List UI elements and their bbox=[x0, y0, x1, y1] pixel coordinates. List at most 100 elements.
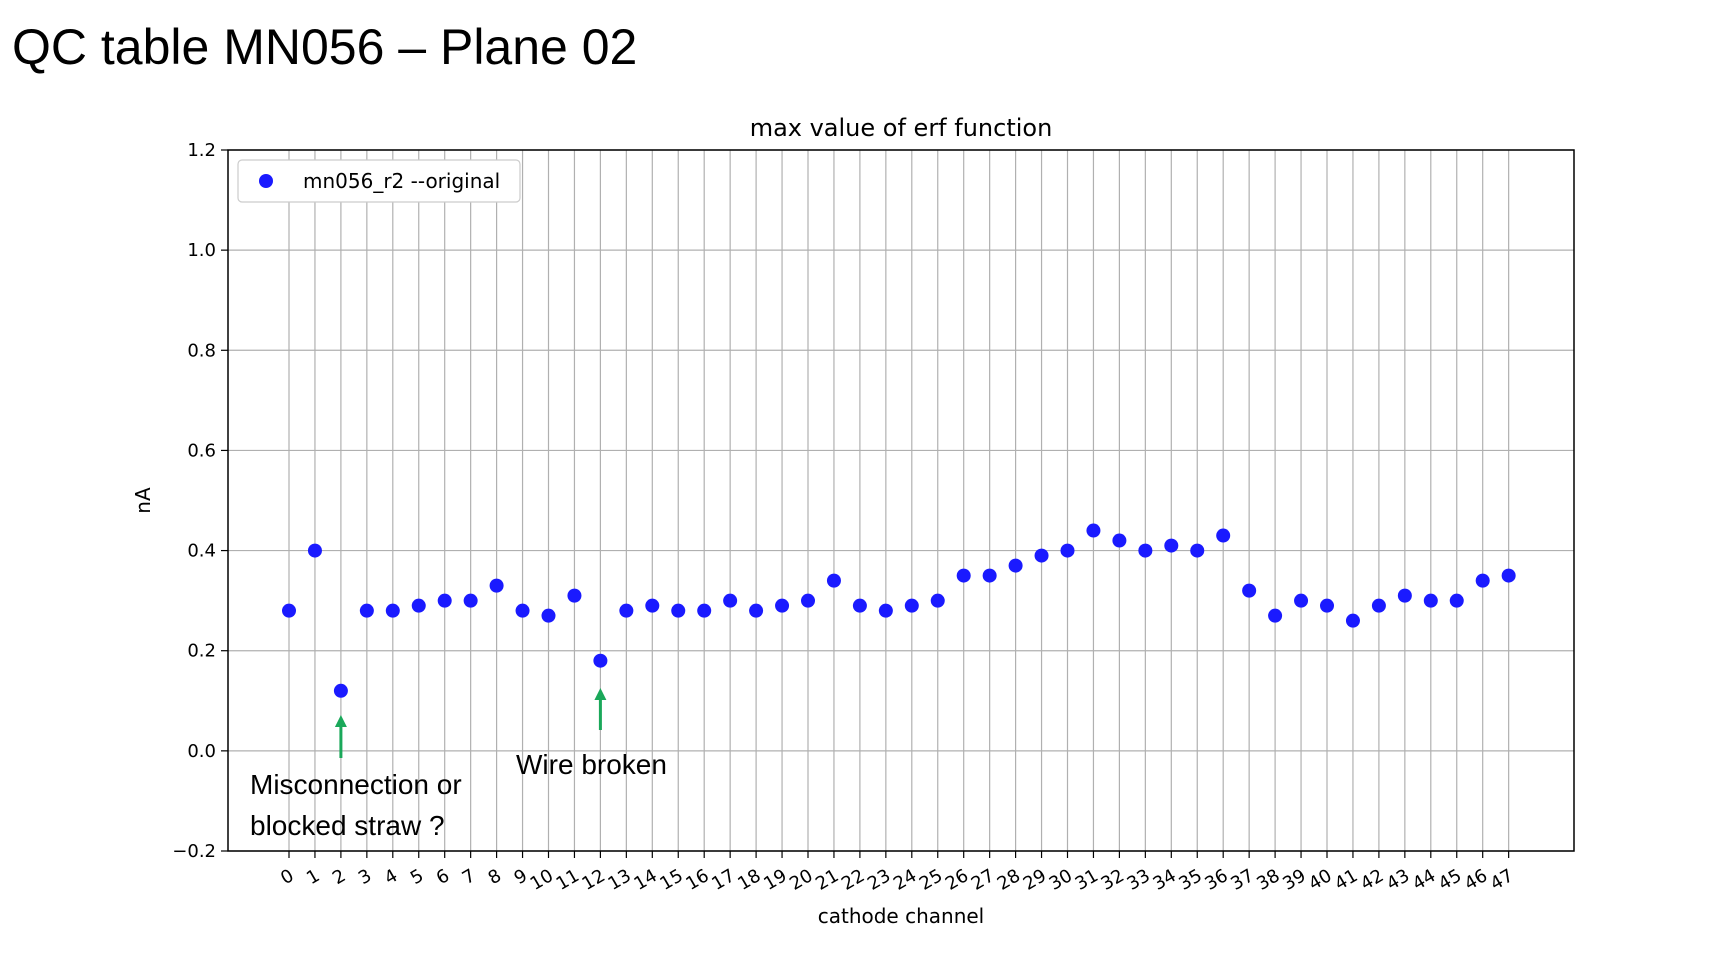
legend-box bbox=[237, 159, 521, 203]
x-tick-label: 39 bbox=[1279, 865, 1309, 895]
x-tick-label: 24 bbox=[890, 865, 920, 895]
data-point bbox=[723, 593, 738, 608]
y-tick-label: 1.0 bbox=[187, 240, 216, 261]
x-tick-label: 34 bbox=[1149, 865, 1179, 895]
plot-frame bbox=[227, 149, 1575, 852]
x-tick-label: 3 bbox=[355, 865, 375, 889]
x-tick-label: 0 bbox=[277, 865, 297, 889]
data-point bbox=[749, 603, 764, 618]
x-tick-label: 7 bbox=[459, 865, 479, 889]
x-tick-label: 47 bbox=[1487, 865, 1517, 895]
x-tick-label: 31 bbox=[1072, 865, 1102, 895]
data-point bbox=[411, 598, 426, 613]
data-point bbox=[878, 603, 893, 618]
x-tick-label: 18 bbox=[734, 865, 764, 895]
x-axis-label: cathode channel bbox=[818, 904, 985, 928]
data-point bbox=[1060, 543, 1075, 558]
data-point bbox=[307, 543, 322, 558]
x-tick-label: 46 bbox=[1461, 865, 1491, 895]
data-point bbox=[282, 603, 296, 618]
x-tick-label: 5 bbox=[407, 865, 427, 889]
x-tick-label: 20 bbox=[786, 865, 816, 895]
x-tick-label: 42 bbox=[1357, 865, 1387, 895]
x-tick-label: 27 bbox=[968, 865, 998, 895]
data-point bbox=[775, 598, 790, 613]
x-tick-label: 14 bbox=[630, 865, 660, 895]
y-tick-label: 0.2 bbox=[187, 641, 216, 662]
data-point bbox=[1268, 608, 1283, 623]
data-point bbox=[1112, 533, 1127, 548]
data-point bbox=[593, 653, 608, 668]
data-point bbox=[1501, 568, 1516, 583]
legend-label: mn056_r2 --original bbox=[303, 169, 500, 193]
data-points bbox=[282, 523, 1516, 698]
x-tick-label: 11 bbox=[553, 865, 583, 895]
y-ticks: −0.2 0.0 0.2 0.4 0.6 0.8 1.0 1.2 bbox=[172, 140, 228, 862]
x-tick-label: 13 bbox=[605, 865, 635, 895]
x-tick-label: 45 bbox=[1435, 865, 1465, 895]
data-point bbox=[385, 603, 400, 618]
y-tick-label: 0.0 bbox=[187, 741, 216, 762]
x-tick-label: 1 bbox=[303, 865, 323, 889]
chart-title: max value of erf function bbox=[750, 114, 1053, 142]
data-point bbox=[826, 573, 841, 588]
annotation-arrow-head bbox=[594, 688, 607, 700]
data-point bbox=[333, 683, 348, 698]
x-tick-label: 29 bbox=[1020, 865, 1050, 895]
data-point bbox=[515, 603, 530, 618]
data-point bbox=[1086, 523, 1101, 538]
x-tick-label: 22 bbox=[838, 865, 868, 895]
annotation-text: Misconnection or bbox=[250, 769, 462, 800]
data-point bbox=[619, 603, 634, 618]
x-tick-label: 40 bbox=[1305, 865, 1335, 895]
x-tick-label: 15 bbox=[656, 865, 686, 895]
data-point bbox=[645, 598, 660, 613]
data-point bbox=[982, 568, 997, 583]
annotations: Misconnection or blocked straw ? Wire brok… bbox=[250, 688, 667, 841]
data-point bbox=[1423, 593, 1438, 608]
x-tick-label: 32 bbox=[1098, 865, 1128, 895]
data-point bbox=[1216, 528, 1231, 543]
legend-marker bbox=[259, 174, 273, 188]
data-point bbox=[852, 598, 867, 613]
x-tick-label: 16 bbox=[682, 865, 712, 895]
x-tick-label: 21 bbox=[812, 865, 842, 895]
x-tick-label: 44 bbox=[1409, 865, 1439, 895]
x-tick-label: 10 bbox=[527, 865, 557, 895]
data-point bbox=[1190, 543, 1205, 558]
slide-title: QC table MN056 – Plane 02 bbox=[12, 19, 638, 75]
data-point bbox=[930, 593, 945, 608]
data-point bbox=[1475, 573, 1490, 588]
x-tick-label: 2 bbox=[329, 865, 349, 889]
y-tick-label: 0.8 bbox=[187, 340, 216, 361]
x-tick-label: 33 bbox=[1124, 865, 1154, 895]
x-tick-label: 38 bbox=[1253, 865, 1283, 895]
x-tick-label: 8 bbox=[485, 865, 505, 889]
data-point bbox=[1034, 548, 1049, 563]
annotation-text: Wire broken bbox=[516, 749, 667, 780]
data-point bbox=[1242, 583, 1257, 598]
x-tick-label: 37 bbox=[1227, 865, 1257, 895]
x-tick-label: 28 bbox=[994, 865, 1024, 895]
x-tick-label: 30 bbox=[1046, 865, 1076, 895]
data-point bbox=[801, 593, 815, 608]
y-axis-label: nA bbox=[131, 487, 155, 514]
x-ticks: 0 1 2 3 4 5 6 7 8 9101112131415161718192021222324… bbox=[277, 851, 1517, 895]
y-tick-label: 0.4 bbox=[187, 541, 216, 562]
grid bbox=[228, 149, 1574, 852]
data-point bbox=[359, 603, 374, 618]
y-tick-label: 1.2 bbox=[187, 140, 216, 161]
x-tick-label: 26 bbox=[942, 865, 972, 895]
x-tick-label: 43 bbox=[1383, 865, 1413, 895]
data-point bbox=[489, 578, 504, 593]
data-point bbox=[697, 603, 712, 618]
data-point bbox=[1138, 543, 1153, 558]
annotation-arrow-head bbox=[334, 715, 347, 727]
data-point bbox=[1371, 598, 1386, 613]
data-point bbox=[541, 608, 556, 623]
x-tick-label: 17 bbox=[708, 865, 738, 895]
x-tick-label: 19 bbox=[760, 865, 790, 895]
data-point bbox=[1320, 598, 1334, 613]
y-tick-label: 0.6 bbox=[187, 440, 216, 461]
